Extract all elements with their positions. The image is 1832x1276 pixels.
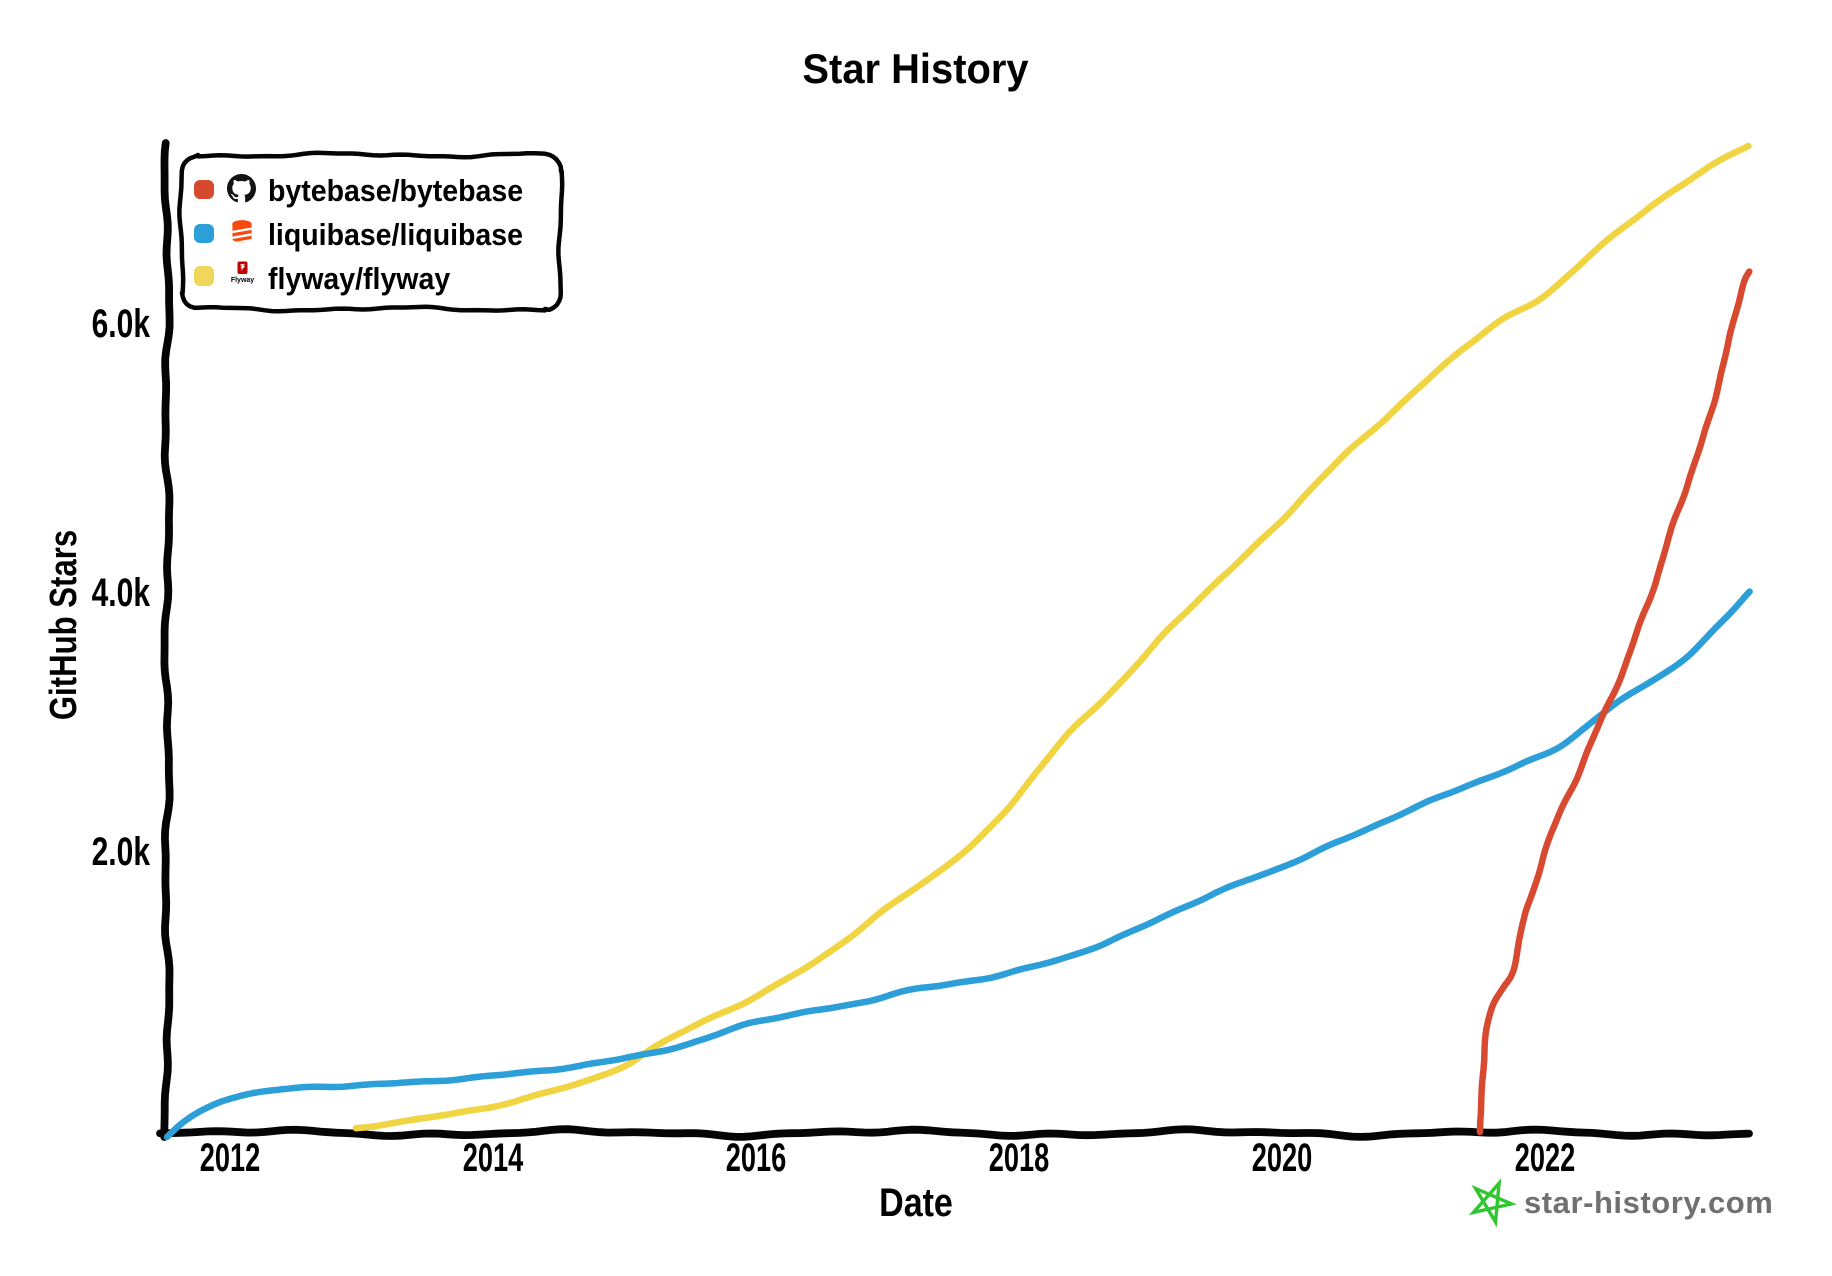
svg-text:liquibase/liquibase: liquibase/liquibase [268, 218, 523, 252]
svg-text:2022: 2022 [1515, 1136, 1575, 1180]
svg-text:6.0k: 6.0k [92, 302, 151, 346]
svg-text:star-history.com: star-history.com [1524, 1185, 1773, 1220]
svg-text:2014: 2014 [463, 1136, 523, 1180]
svg-text:2016: 2016 [726, 1136, 786, 1180]
svg-text:2018: 2018 [989, 1136, 1049, 1180]
svg-text:2020: 2020 [1252, 1136, 1312, 1180]
svg-text:flyway/flyway: flyway/flyway [268, 262, 451, 296]
svg-text:2.0k: 2.0k [92, 830, 151, 874]
svg-text:2012: 2012 [200, 1136, 260, 1180]
svg-text:Star History: Star History [802, 45, 1028, 92]
svg-text:Flyway: Flyway [231, 277, 254, 284]
svg-text:Date: Date [879, 1179, 953, 1224]
svg-text:4.0k: 4.0k [92, 571, 151, 615]
svg-text:GitHub Stars: GitHub Stars [43, 530, 85, 720]
svg-text:bytebase/bytebase: bytebase/bytebase [268, 174, 523, 208]
